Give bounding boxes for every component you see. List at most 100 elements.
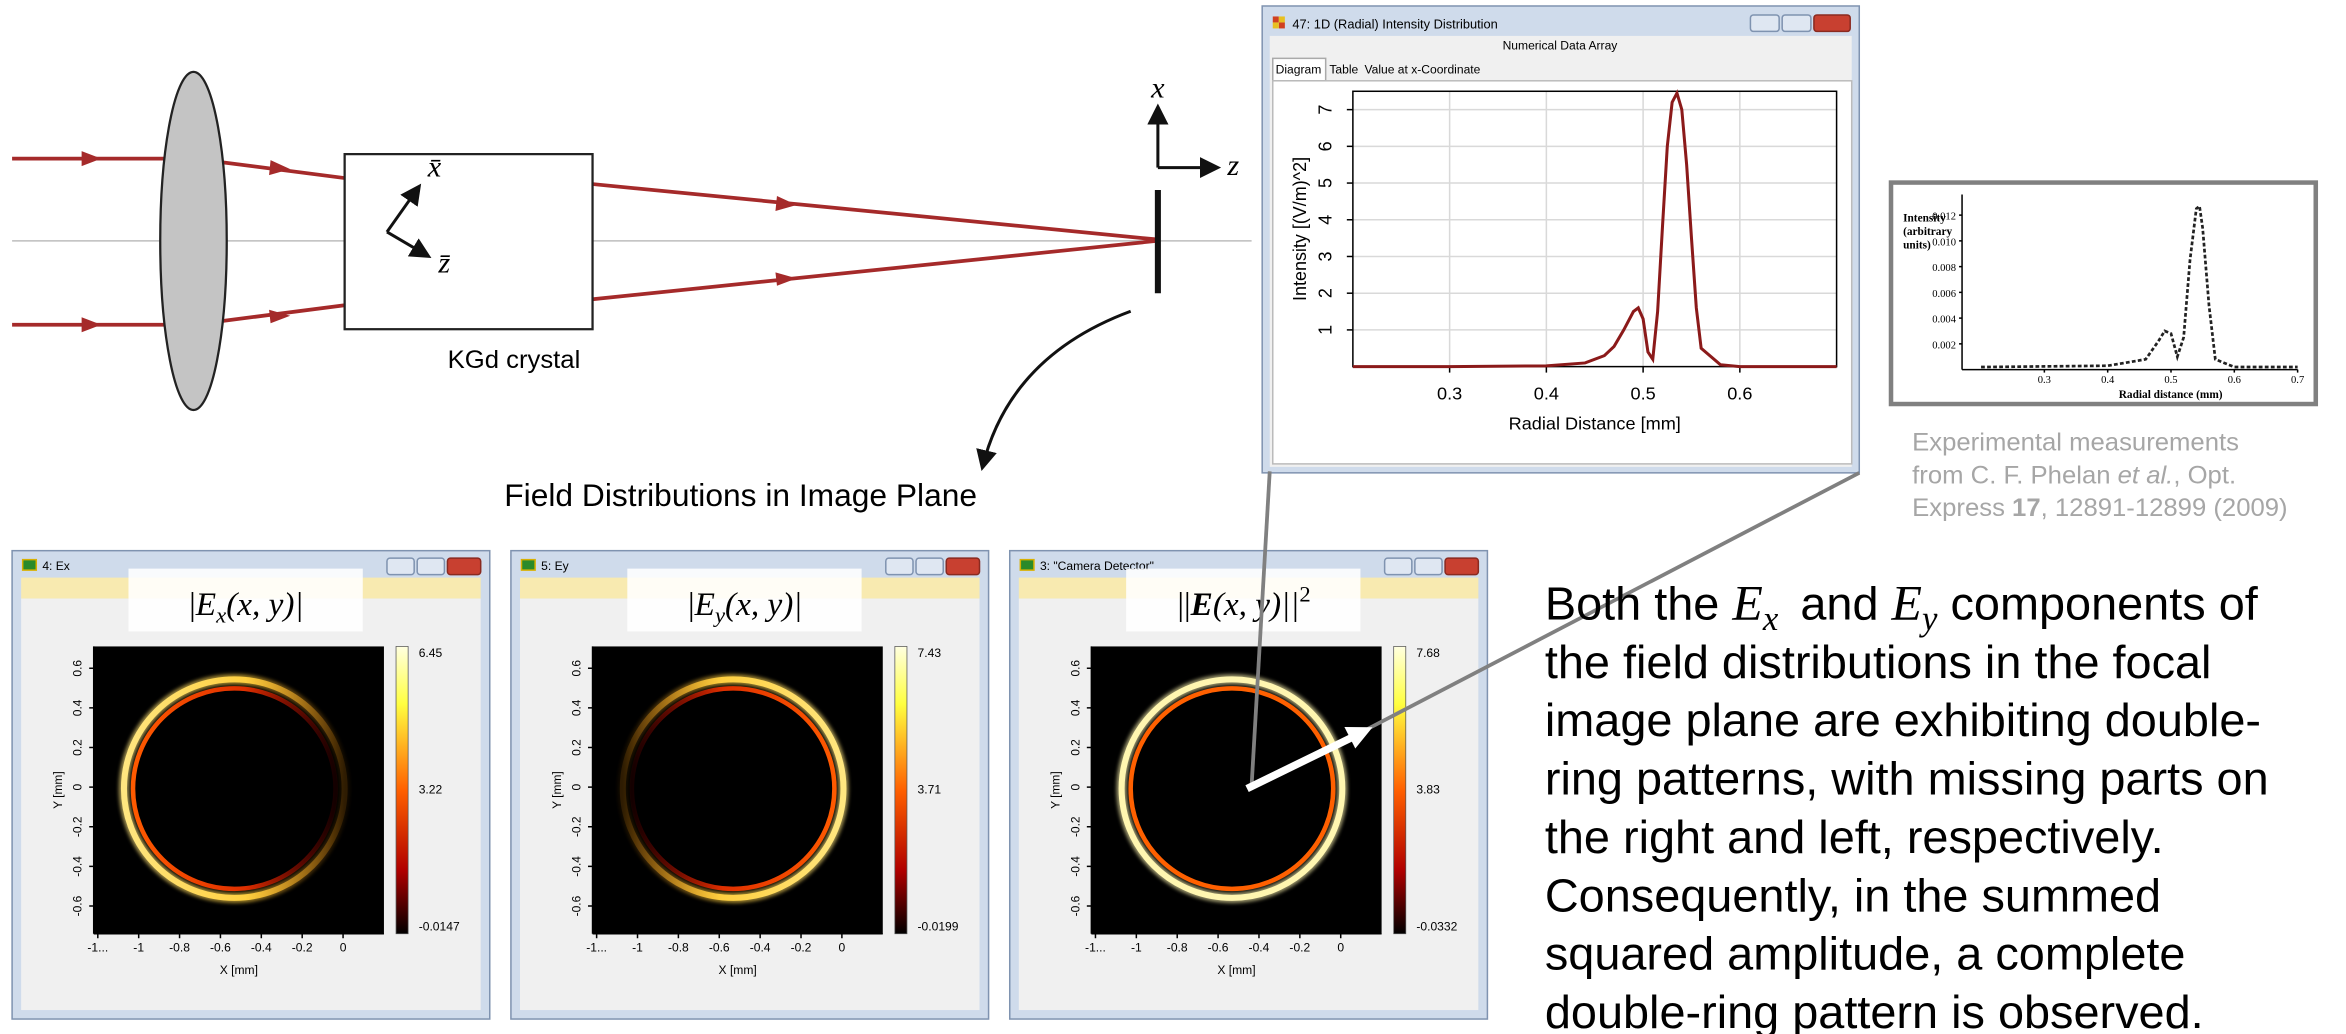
y-tick-label: 0.2: [71, 739, 85, 756]
y-axis-label: units): [1903, 239, 1931, 251]
x-tick-label: -0.2: [791, 941, 812, 955]
x-tick-label: -1...: [586, 941, 607, 955]
y-tick-label: 0: [1068, 783, 1082, 790]
x-tick-label: -0.8: [668, 941, 689, 955]
ray: [592, 182, 1157, 242]
x-tick-label: 0.6: [2228, 375, 2241, 386]
colorbar-label: 7.43: [918, 646, 942, 660]
description-line: image plane are exhibiting double-: [1545, 694, 2261, 746]
x-axis-label: Radial distance (mm): [2119, 389, 2223, 401]
maximize-button[interactable]: [1781, 14, 1812, 33]
y-tick-label: 2: [1316, 288, 1336, 298]
x-axis-label: Radial Distance [mm]: [1509, 414, 1681, 434]
axis-label: z: [1226, 148, 1239, 182]
y-tick-label: 0.002: [1932, 340, 1956, 351]
x-tick-label: 0: [1337, 941, 1344, 955]
tab[interactable]: Diagram: [1276, 62, 1322, 76]
outer-ring: [120, 676, 348, 901]
y-tick-label: 0.6: [71, 660, 85, 677]
window-title: 5: Ey: [541, 559, 569, 573]
close-button[interactable]: [945, 557, 981, 576]
y-tick-label: 3: [1316, 251, 1336, 261]
x-tick-label: -1: [133, 941, 144, 955]
citation-part: , Opt.: [2173, 461, 2236, 489]
ray-arrow: [775, 196, 797, 211]
close-button[interactable]: [1813, 14, 1851, 33]
y-tick-label: 7: [1316, 105, 1336, 115]
ray-arrow: [81, 151, 102, 167]
minimize-button[interactable]: [885, 557, 914, 576]
close-button[interactable]: [1444, 557, 1480, 576]
y-tick-label: 0.6: [1068, 660, 1082, 677]
maximize-button[interactable]: [1414, 557, 1443, 576]
x-tick-label: -1: [1131, 941, 1142, 955]
citation-part: from C. F. Phelan: [1912, 461, 2117, 489]
y-axis-label: Y [mm]: [550, 771, 564, 809]
colorbar-label: 7.68: [1416, 646, 1440, 660]
y-tick-label: 0.012: [1932, 212, 1956, 223]
ray-arrow: [81, 317, 102, 333]
formula: ||E(x, y)||2: [1177, 582, 1310, 623]
formula-part: ||: [1177, 587, 1190, 623]
window-icon: [1272, 16, 1279, 23]
minimize-button[interactable]: [1383, 557, 1413, 576]
maximize-button[interactable]: [915, 557, 944, 576]
formula-box: [128, 568, 363, 632]
connectors: [1245, 471, 1861, 792]
crystal-axis-label: z̄: [437, 245, 450, 279]
x-tick-label: -1...: [87, 941, 108, 955]
y-tick-label: 0.010: [1932, 237, 1956, 248]
formula-box: [1126, 568, 1361, 632]
description-line: Both the Ex and Ey components of: [1545, 576, 2259, 638]
math: E: [1891, 576, 1922, 631]
y-tick-label: -0.6: [71, 895, 85, 916]
x-tick-label: 0.4: [2101, 375, 2115, 386]
y-tick-label: 0.004: [1932, 315, 1957, 326]
x-axis-label: X [mm]: [1217, 963, 1255, 977]
formula-sub: x: [215, 603, 226, 628]
y-tick-label: 0: [71, 783, 85, 790]
tab[interactable]: Value at x-Coordinate: [1364, 62, 1480, 76]
window-title: 47: 1D (Radial) Intensity Distribution: [1292, 16, 1497, 31]
field-window: 3: "Camera Detector" -1... -1 -0.8 -0.6 -0.4 -…: [1008, 549, 1489, 1020]
x-axis-label: X [mm]: [719, 963, 757, 977]
crystal-label: KGd crystal: [448, 346, 581, 374]
window-subtitle: Numerical Data Array: [1503, 38, 1618, 52]
description-line: double-ring pattern is observed.: [1545, 986, 2204, 1034]
citation-part: 17: [2012, 494, 2041, 522]
lens: [159, 70, 228, 412]
description: Both the Ex and Ey components of the fie…: [1545, 576, 2269, 1034]
y-axis-label: Intensity: [1903, 213, 1946, 225]
window-icon: [520, 558, 536, 571]
citation: Express 17, 12891-12899 (2009): [1912, 494, 2287, 522]
field-windows: 4: Ex -1... -1 -0.8 -0.6 -0.4 -0.2 0 -0.6 -0.4 -0.…: [11, 549, 1489, 1020]
tab[interactable]: Table: [1329, 62, 1358, 76]
x-tick-label: -0.6: [210, 941, 231, 955]
y-axis-label: Y [mm]: [51, 771, 65, 809]
plot-panel: [1272, 80, 1853, 465]
x-tick-label: -0.6: [709, 941, 730, 955]
x-tick-label: -0.4: [750, 941, 771, 955]
colorbar-label: 3.22: [419, 783, 443, 797]
formula-box: [627, 568, 862, 632]
math-sub: y: [1919, 600, 1938, 638]
minimize-button[interactable]: [1749, 14, 1780, 33]
y-tick-label: -0.4: [71, 856, 85, 877]
citation: Experimental measurements: [1912, 429, 2239, 457]
x-tick-label: -0.6: [1208, 941, 1229, 955]
window-title: 3: "Camera Detector": [1040, 559, 1154, 573]
maximize-button[interactable]: [416, 557, 446, 576]
text: Both the: [1545, 578, 1733, 630]
inner-ring: [1128, 686, 1336, 892]
x-tick-label: -1: [632, 941, 643, 955]
description-line: the right and left, respectively.: [1545, 811, 2164, 863]
ring-pattern: [617, 674, 849, 904]
description-line: the field distributions in the focal: [1545, 636, 2212, 688]
window-icon: [21, 558, 38, 571]
ring-pattern: [1116, 674, 1348, 904]
minimize-button[interactable]: [386, 557, 415, 576]
formula-part: (x, y)||: [1213, 587, 1300, 623]
close-button[interactable]: [446, 557, 482, 576]
citation-part: , 12891-12899 (2009): [2041, 494, 2288, 522]
